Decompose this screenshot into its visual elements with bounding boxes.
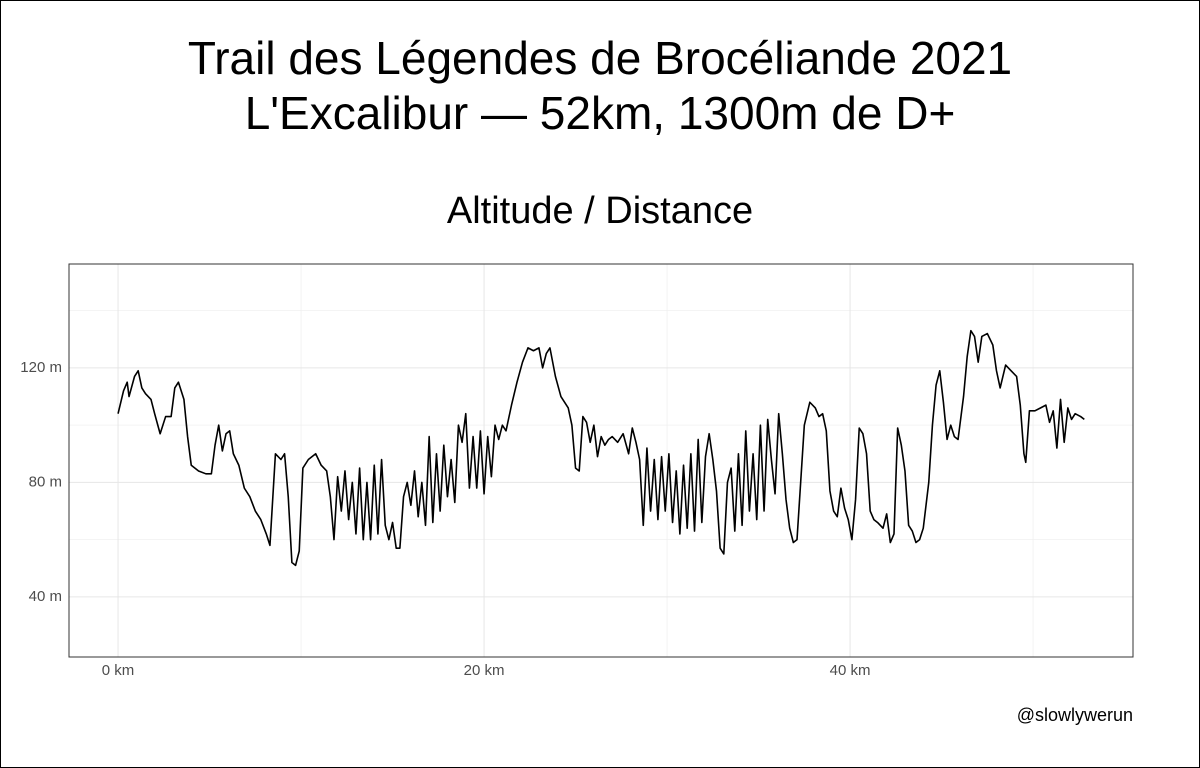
panel-border bbox=[68, 263, 1134, 658]
y-tick-label: 80 m bbox=[29, 473, 62, 490]
chart-subtitle: Altitude / Distance bbox=[447, 190, 753, 232]
y-tick-label: 40 m bbox=[29, 588, 62, 605]
x-tick-label: 20 km bbox=[464, 662, 505, 679]
x-tick-label: 0 km bbox=[102, 662, 135, 679]
x-tick-label: 40 km bbox=[830, 662, 871, 679]
line bbox=[117, 329, 1085, 567]
chart-title: L'Excalibur — 52km, 1300m de D+ bbox=[245, 87, 956, 139]
y-tick-label: 120 m bbox=[20, 359, 62, 376]
chart-title: Trail des Légendes de Brocéliande 2021 bbox=[188, 32, 1012, 84]
grid bbox=[69, 264, 1133, 657]
caption: @slowlywerun bbox=[1017, 705, 1133, 725]
plot bbox=[117, 329, 1085, 567]
